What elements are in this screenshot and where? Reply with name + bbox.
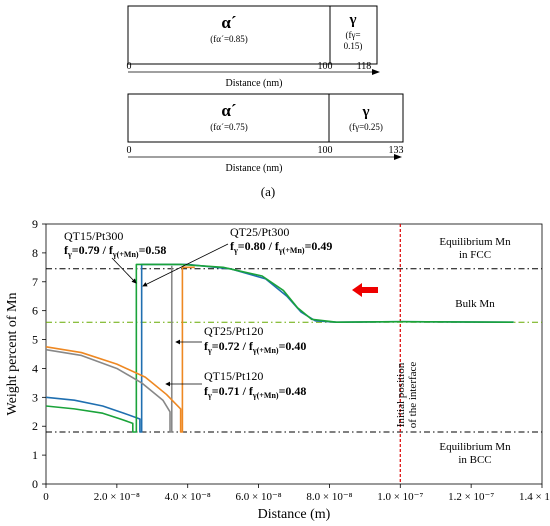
y-axis-ticks: 0 1 2 3 4 5 6 7 8 9 (32, 217, 46, 491)
schematic-top-tick-118: 118 (357, 61, 372, 72)
x-tick-label: 1.0 × 10⁻⁷ (377, 491, 423, 503)
schematic-top-phase2-frac-b: 0.15) (344, 41, 363, 51)
annotation-qt25-pt120: QT25/Pt120 fγ=0.72 / fγ(+Mn)=0.40 (204, 324, 306, 355)
series-line-1 (45, 263, 514, 433)
fcc-label-line1: Equilibrium Mn (439, 236, 511, 248)
plot-area (45, 223, 543, 485)
y-tick-label: 0 (32, 477, 38, 491)
panel-label-a: (a) (261, 184, 275, 199)
series-layer (45, 263, 514, 433)
reference-lines (46, 224, 542, 484)
x-axis-ticks: 0 2.0 × 10⁻⁸ 4.0 × 10⁻⁸ 6.0 × 10⁻⁸ 8.0 × 10⁻… (43, 484, 550, 503)
annotation-qt25-pt300: QT25/Pt300 fγ=0.80 / fγ(+Mn)=0.49 (230, 225, 332, 255)
y-tick-label: 2 (32, 419, 38, 433)
interface-label-line2: of the interface (407, 362, 419, 429)
schematic: α´ (fα´=0.85) γ (fγ= 0.15) 0 100 118 Dis… (127, 5, 404, 199)
x-tick-label: 8.0 × 10⁻⁸ (306, 491, 352, 503)
interface-label-line1: Initial position (395, 362, 407, 427)
chart: 0 1 2 3 4 5 6 7 8 9 0 2.0 × 10⁻⁸ 4.0 × 10⁻⁸ 6.0 × 10… (5, 217, 550, 522)
schematic-bottom-tick-133: 133 (389, 145, 404, 156)
bulk-label: Bulk Mn (455, 298, 495, 310)
x-axis-label: Distance (m) (258, 507, 331, 522)
annotation-qt15-pt120: QT15/Pt120 fγ=0.71 / fγ(+Mn)=0.48 (204, 369, 306, 400)
y-tick-label: 1 (32, 448, 38, 462)
annotation-qt15-pt300-name: QT15/Pt300 (64, 229, 123, 243)
interface-direction-arrow (352, 283, 378, 297)
schematic-bottom-box (127, 93, 404, 143)
bcc-label-line1: Equilibrium Mn (439, 441, 511, 453)
schematic-bottom-phase2-frac: (fγ=0.25) (349, 122, 383, 132)
schematic-top-tick-0: 0 (127, 61, 132, 72)
arrow-qt15-pt300 (111, 257, 137, 284)
y-tick-label: 7 (32, 275, 38, 289)
bcc-label-line2: in BCC (458, 454, 491, 466)
x-tick-label: 2.0 × 10⁻⁸ (94, 491, 140, 503)
y-tick-label: 6 (32, 304, 38, 318)
schematic-bottom-tick-100: 100 (318, 145, 333, 156)
y-tick-label: 9 (32, 217, 38, 231)
schematic-top-phase1: α´ (221, 13, 236, 32)
x-tick-label: 0 (43, 491, 49, 503)
x-tick-label: 1.4 × 10⁻⁷ (519, 491, 550, 503)
schematic-bottom-tick-0: 0 (127, 145, 132, 156)
y-axis-label: Weight percent of Mn (5, 293, 20, 416)
x-tick-label: 4.0 × 10⁻⁸ (165, 491, 211, 503)
annotation-qt15-pt300-values: fγ=0.79 / fγ(+Mn)=0.58 (64, 243, 166, 259)
schematic-top-phase2: γ (348, 12, 356, 28)
schematic-bottom-axis-label: Distance (nm) (226, 163, 283, 174)
annotation-qt25-pt300-values: fγ=0.80 / fγ(+Mn)=0.49 (230, 239, 332, 255)
annotation-qt15-pt120-name: QT15/Pt120 (204, 369, 263, 383)
schematic-top-tick-100: 100 (318, 61, 333, 72)
annotation-qt15-pt300: QT15/Pt300 fγ=0.79 / fγ(+Mn)=0.58 (64, 229, 166, 259)
schematic-top-phase1-frac: (fα´=0.85) (210, 34, 248, 44)
y-tick-label: 5 (32, 333, 38, 347)
annotation-qt15-pt120-values: fγ=0.71 / fγ(+Mn)=0.48 (204, 384, 306, 400)
schematic-bottom-arrow-head (394, 154, 402, 160)
x-tick-label: 1.2 × 10⁻⁷ (448, 491, 494, 503)
y-tick-label: 3 (32, 390, 38, 404)
annotation-qt25-pt120-values: fγ=0.72 / fγ(+Mn)=0.40 (204, 339, 306, 355)
series-line-3 (45, 266, 195, 433)
fcc-label-line2: in FCC (459, 249, 491, 261)
y-tick-label: 4 (32, 361, 38, 375)
x-tick-label: 6.0 × 10⁻⁸ (236, 491, 282, 503)
y-tick-label: 8 (32, 246, 38, 260)
schematic-bottom-phase1-frac: (fα´=0.75) (210, 122, 248, 132)
arrow-qt25-pt300 (142, 243, 229, 287)
schematic-top-arrow-head (372, 69, 380, 75)
schematic-bottom-phase2: γ (361, 104, 369, 120)
schematic-top-phase2-frac-a: (fγ= (345, 30, 360, 40)
schematic-bottom-phase1: α´ (221, 101, 236, 120)
schematic-top-axis-label: Distance (nm) (226, 78, 283, 89)
series-line-2 (45, 265, 173, 433)
annotation-qt25-pt120-name: QT25/Pt120 (204, 324, 263, 338)
annotation-qt25-pt300-name: QT25/Pt300 (230, 225, 289, 239)
schematic-top-box (127, 5, 378, 65)
